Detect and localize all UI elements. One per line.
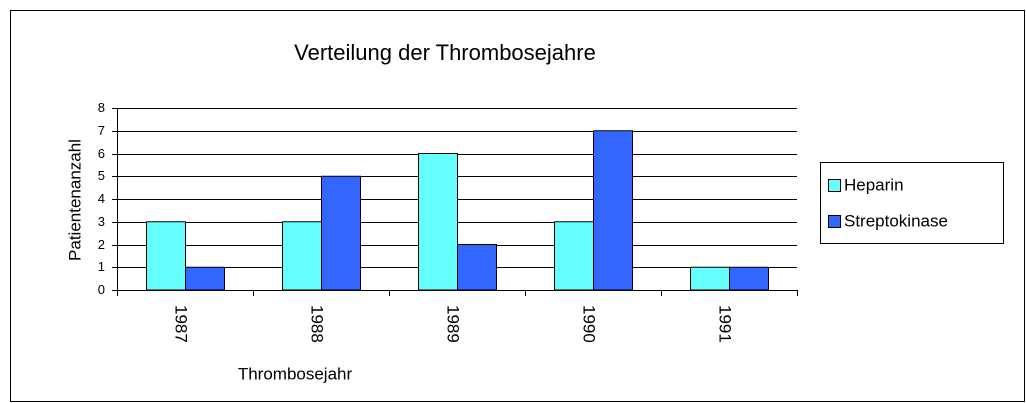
- x-axis-label: Thrombosejahr: [238, 364, 353, 383]
- y-tick-label: 0: [98, 282, 105, 297]
- legend-label: Streptokinase: [844, 211, 948, 230]
- y-tick-label: 1: [98, 259, 105, 274]
- chart-title: Verteilung der Thrombosejahre: [294, 40, 596, 65]
- y-tick-label: 3: [98, 214, 105, 229]
- bar: [282, 221, 322, 291]
- bar: [321, 175, 361, 291]
- bar: [457, 244, 497, 291]
- y-tick-label: 6: [98, 146, 105, 161]
- y-tick-label: 7: [98, 123, 105, 138]
- y-tick-label: 5: [98, 168, 105, 183]
- bar: [554, 221, 594, 291]
- bar: [146, 221, 186, 291]
- bar: [690, 266, 730, 291]
- bar: [593, 130, 633, 291]
- y-tick-label: 8: [98, 100, 105, 115]
- legend: [820, 162, 1004, 244]
- legend-label: Heparin: [844, 175, 904, 194]
- frame: [10, 10, 1025, 402]
- x-tick-label: 1987: [172, 305, 191, 343]
- y-axis-label: Patientenanzahl: [65, 139, 84, 261]
- bar: [418, 153, 458, 291]
- x-tick-label: 1988: [308, 305, 327, 343]
- bar: [729, 266, 769, 291]
- x-tick-label: 1989: [444, 305, 463, 343]
- legend-swatch: [828, 179, 841, 192]
- x-tick-label: 1990: [580, 305, 599, 343]
- legend-swatch: [828, 215, 841, 228]
- y-tick-label: 4: [98, 191, 105, 206]
- x-tick-label: 1991: [716, 305, 735, 343]
- y-tick-label: 2: [98, 237, 105, 252]
- bar: [185, 266, 225, 291]
